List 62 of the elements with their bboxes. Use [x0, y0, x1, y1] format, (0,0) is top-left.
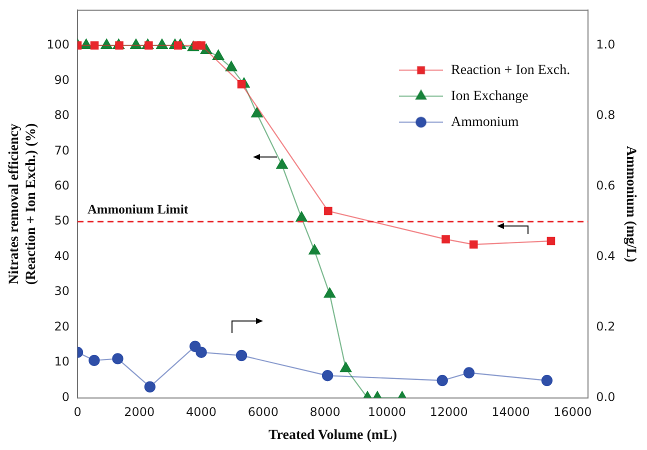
y-tick-label: 0 — [62, 390, 70, 404]
point — [237, 80, 246, 88]
point — [200, 44, 212, 54]
point — [340, 362, 352, 372]
y-tick-label: 10 — [54, 354, 70, 369]
point — [112, 353, 124, 364]
y-tick-label: 100 — [46, 38, 70, 52]
y-tick-label: 60 — [54, 178, 70, 193]
point — [463, 367, 475, 378]
point — [276, 158, 288, 169]
x-tick-label: 4000 — [186, 405, 217, 420]
x-tick-label: 8000 — [310, 405, 340, 420]
point — [196, 346, 207, 358]
y-tick-label: 70 — [54, 143, 70, 158]
y-tick-label: 40 — [54, 248, 70, 263]
y2-tick-label: 0.2 — [596, 319, 616, 334]
point — [212, 50, 224, 60]
point — [308, 244, 320, 254]
point — [236, 350, 248, 362]
point — [226, 61, 238, 72]
point — [324, 206, 332, 216]
x-tick-label: 16000 — [554, 405, 592, 420]
point — [296, 211, 308, 222]
point — [174, 41, 182, 50]
y-tick-label: 50 — [54, 214, 70, 228]
y-axis-title: Nitrates removal efficiency (Reaction + Ion Exch.) (%) — [7, 122, 39, 285]
point — [88, 354, 100, 366]
y-tick-label: 80 — [54, 108, 70, 122]
point — [197, 41, 206, 50]
x-tick-label: 14000 — [492, 405, 530, 420]
legend-label: Ammonium — [451, 114, 519, 130]
point — [469, 240, 478, 249]
point — [436, 374, 448, 386]
point — [442, 235, 450, 244]
y2-tick-label: 0.0 — [596, 390, 616, 404]
y-tick-label: 90 — [54, 72, 70, 87]
point — [144, 381, 156, 392]
legend-label: Ion Exchange — [451, 88, 528, 104]
point — [324, 288, 336, 298]
x-tick-label: 0 — [74, 405, 82, 420]
y2-tick-label: 0.8 — [596, 108, 616, 122]
x-axis-title: Treated Volume (mL) — [268, 428, 398, 444]
y-tick-label: 30 — [54, 284, 70, 298]
y2-tick-label: 0.6 — [596, 178, 616, 193]
y2-tick-label: 0.4 — [596, 248, 616, 263]
point — [90, 41, 99, 50]
point — [130, 38, 142, 50]
point — [100, 38, 112, 50]
y2-axis-title: Ammonium (mg/L) — [622, 146, 638, 262]
point — [541, 374, 553, 386]
point — [156, 38, 168, 50]
legend-label: Reaction + Ion Exch. — [451, 62, 570, 78]
x-tick-label: 10000 — [368, 405, 406, 420]
point — [322, 370, 334, 382]
y-tick-label: 20 — [54, 319, 70, 334]
ref-line-label: Ammonium Limit — [88, 201, 189, 216]
x-tick-label: 6000 — [248, 405, 278, 420]
x-tick-label: 2000 — [124, 405, 155, 420]
y2-tick-label: 1.0 — [596, 38, 616, 52]
point — [546, 236, 556, 246]
x-tick-label: 12000 — [430, 405, 468, 420]
point — [251, 107, 263, 118]
